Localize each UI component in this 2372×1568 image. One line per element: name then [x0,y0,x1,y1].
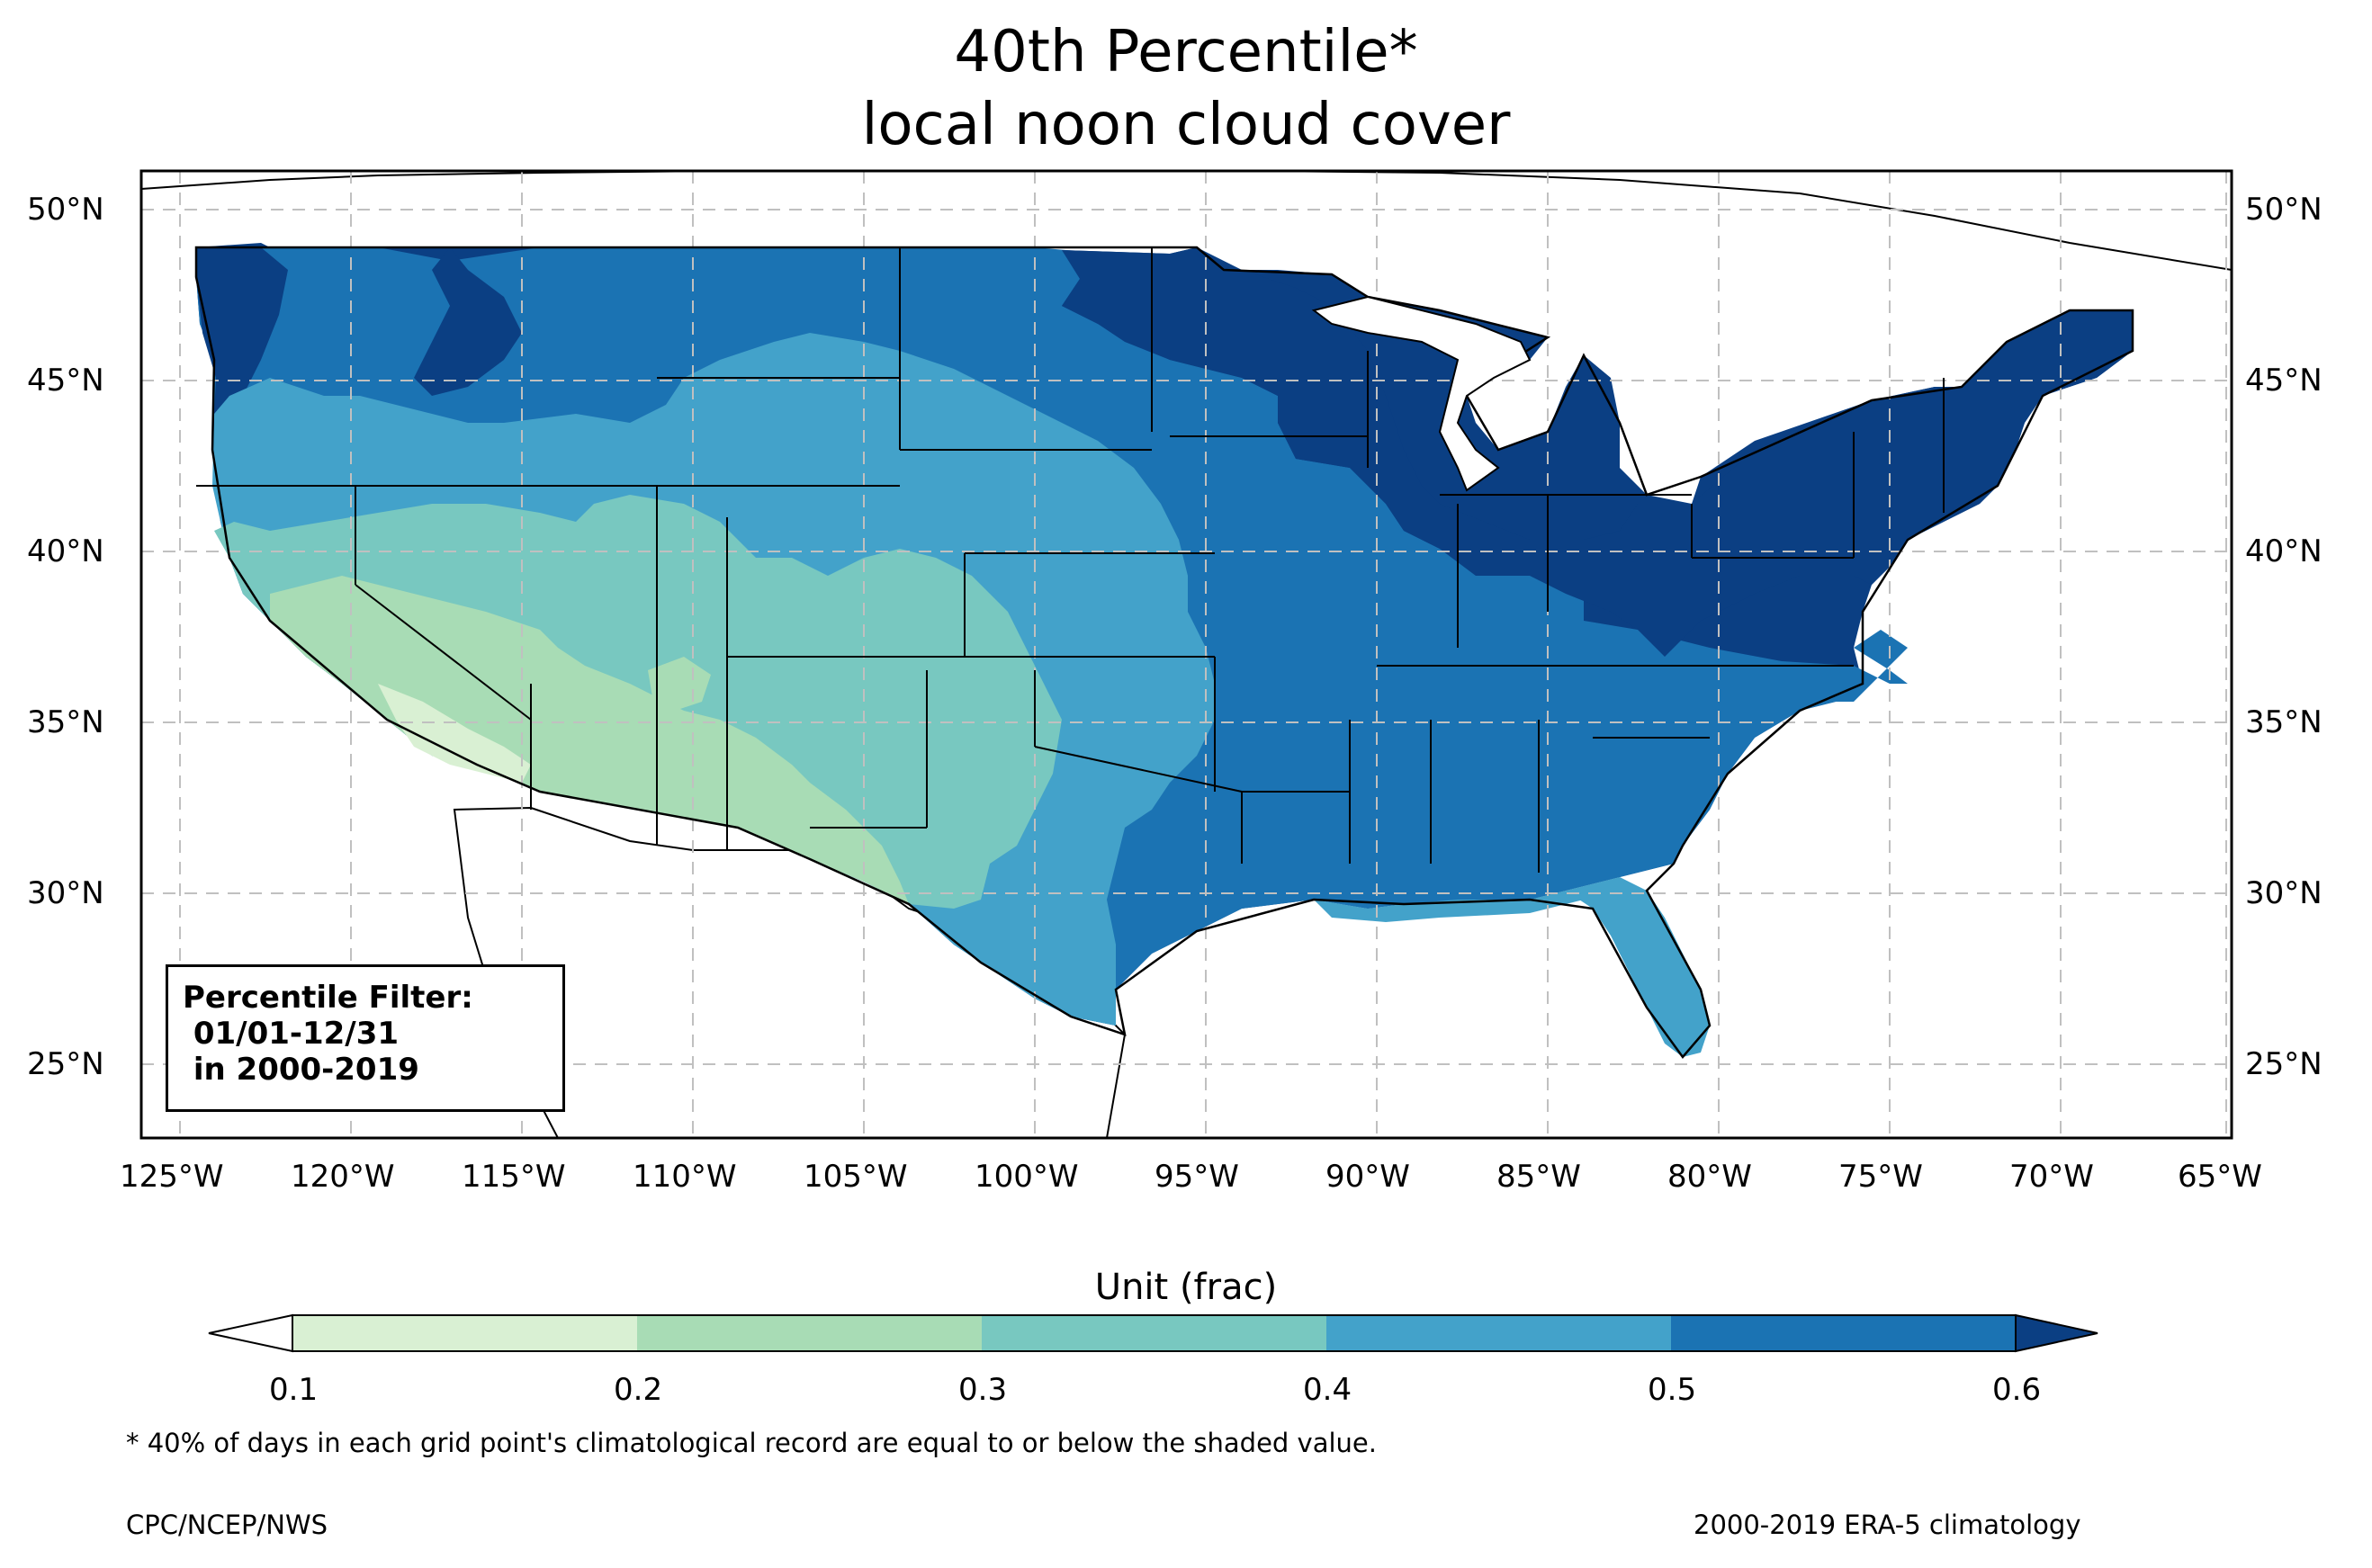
chart-subtitle: local noon cloud cover [861,92,1511,158]
lon-label: 120°W [291,1159,395,1195]
lon-label: 70°W [2009,1159,2094,1195]
percentile-filter-box: Percentile Filter: 01/01-12/31 in 2000-2… [166,964,565,1112]
lon-label: 100°W [975,1159,1079,1195]
colorbar-tick: 0.3 [958,1372,1008,1408]
colorbar-bin-0.3-0.4 [982,1315,1326,1351]
footnote: * 40% of days in each grid point's clima… [126,1428,1377,1458]
lat-label-right: 45°N [2245,363,2323,399]
region-light-patch [648,657,711,711]
map-frame [139,169,2233,1140]
lon-label: 80°W [1667,1159,1752,1195]
lat-label-right: 50°N [2245,192,2323,228]
lat-label-left: 45°N [27,363,104,399]
filter-line-1: Percentile Filter: [183,980,473,1016]
lat-label-left: 30°N [27,875,104,911]
map-gridlines [141,171,2232,1138]
colorbar-extend-low [208,1313,293,1353]
filter-line-3: in 2000-2019 [183,1052,419,1088]
lat-label-left: 25°N [27,1046,104,1082]
conus-outline [194,246,2134,1060]
credit-right: 2000-2019 ERA-5 climatology [1694,1510,2081,1540]
region-cloud-0.1-0.2 [378,684,531,783]
region-florida-0.4-0.5 [1566,877,1710,1057]
lon-label: 75°W [1838,1159,1923,1195]
lon-label: 105°W [804,1159,908,1195]
colorbar [208,1313,2098,1353]
region-gulf-coast-0.4-0.5 [1314,891,1584,922]
lon-label: 90°W [1325,1159,1410,1195]
lat-label-left: 50°N [27,192,104,228]
colorbar-bin-0.4-0.5 [1326,1315,1671,1351]
colorbar-tick: 0.4 [1303,1372,1352,1408]
colorbar-tick: 0.6 [1992,1372,2042,1408]
region-dark-washington [196,247,288,450]
lon-label: 85°W [1496,1159,1581,1195]
lat-label-right: 25°N [2245,1046,2323,1082]
region-dark-northwest [414,247,522,396]
region-cloud-0.2-0.3 [270,576,909,904]
chart-title: 40th Percentile* [954,19,1418,85]
lat-label-right: 30°N [2245,875,2323,911]
lat-label-left: 35°N [27,704,104,740]
lat-label-right: 40°N [2245,533,2323,569]
lon-label: 115°W [462,1159,566,1195]
lon-label: 65°W [2178,1159,2262,1195]
lat-label-right: 35°N [2245,704,2323,740]
colorbar-bin-0.1-0.2 [292,1315,637,1351]
filter-line-2: 01/01-12/31 [183,1016,400,1052]
lat-label-left: 40°N [27,533,104,569]
colorbar-label: Unit (frac) [1094,1267,1278,1308]
colorbar-tick: 0.2 [614,1372,663,1408]
colorbar-tick: 0.1 [269,1372,319,1408]
great-lakes [1311,295,1532,492]
colorbar-tick: 0.5 [1648,1372,1697,1408]
colorbar-extend-high [2015,1313,2098,1353]
credit-left: CPC/NCEP/NWS [126,1510,328,1540]
lon-label: 95°W [1155,1159,1239,1195]
colorbar-bin-0.5-0.6 [1671,1315,2016,1351]
lon-label: 110°W [633,1159,737,1195]
colorbar-bin-0.2-0.3 [637,1315,982,1351]
canada-land [141,171,2232,272]
lon-label: 125°W [120,1159,224,1195]
state-borders [196,247,1945,873]
region-dark-northeast [1062,247,2133,657]
